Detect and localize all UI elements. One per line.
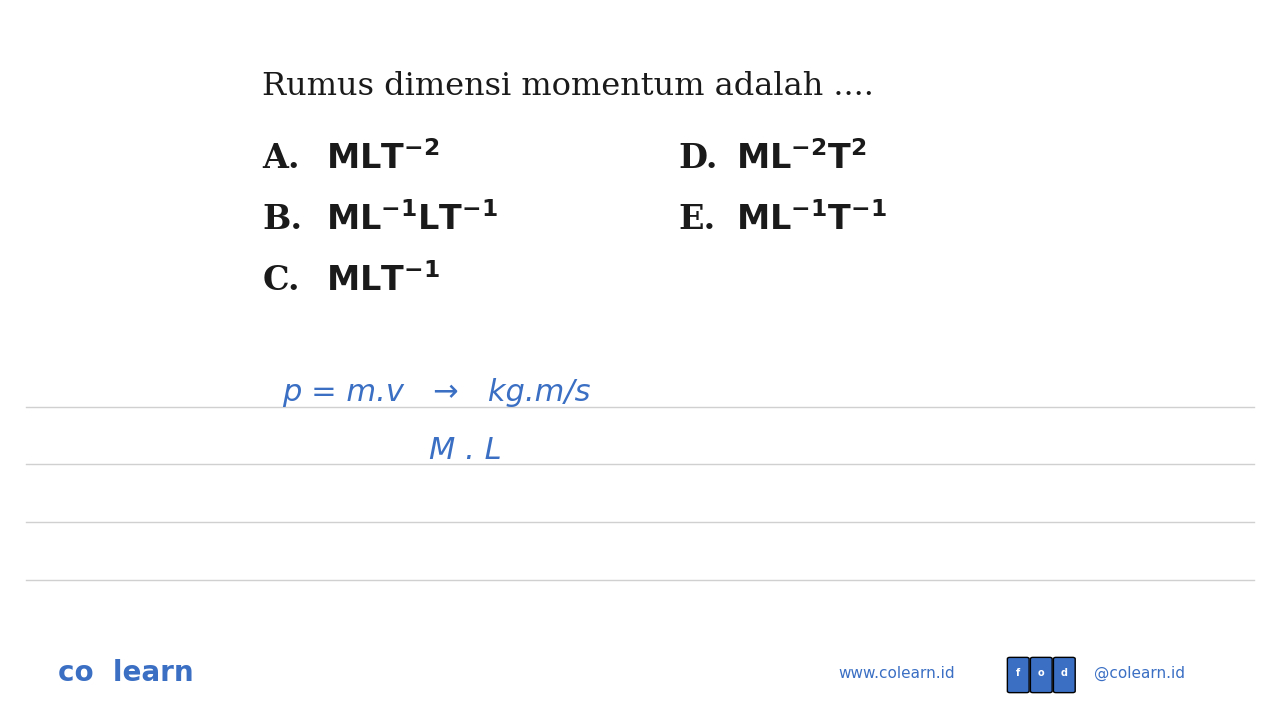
Text: A.: A. — [262, 142, 300, 175]
Text: p = m.v   →   kg.m/s: p = m.v → kg.m/s — [282, 378, 590, 407]
Text: $\mathbf{ML^{-2}T^{2}}$: $\mathbf{ML^{-2}T^{2}}$ — [736, 141, 867, 176]
Text: o: o — [1038, 668, 1044, 678]
Text: @colearn.id: @colearn.id — [1094, 665, 1185, 681]
Text: B.: B. — [262, 203, 302, 236]
FancyBboxPatch shape — [1053, 657, 1075, 693]
Text: C.: C. — [262, 264, 300, 297]
Text: E.: E. — [678, 203, 716, 236]
Text: Rumus dimensi momentum adalah ....: Rumus dimensi momentum adalah .... — [262, 71, 874, 102]
Text: www.colearn.id: www.colearn.id — [838, 666, 955, 680]
Text: $\mathbf{ML^{-1}LT^{-1}}$: $\mathbf{ML^{-1}LT^{-1}}$ — [326, 202, 498, 237]
Text: $\mathbf{ML^{-1}T^{-1}}$: $\mathbf{ML^{-1}T^{-1}}$ — [736, 202, 887, 237]
Text: d: d — [1061, 668, 1068, 678]
Text: $\mathbf{MLT^{-2}}$: $\mathbf{MLT^{-2}}$ — [326, 141, 440, 176]
FancyBboxPatch shape — [1007, 657, 1029, 693]
Text: f: f — [1016, 668, 1020, 678]
Text: co  learn: co learn — [58, 660, 193, 687]
FancyBboxPatch shape — [1030, 657, 1052, 693]
Text: $\mathbf{MLT^{-1}}$: $\mathbf{MLT^{-1}}$ — [326, 264, 440, 298]
Text: D.: D. — [678, 142, 718, 175]
Text: M . L: M . L — [429, 436, 502, 464]
